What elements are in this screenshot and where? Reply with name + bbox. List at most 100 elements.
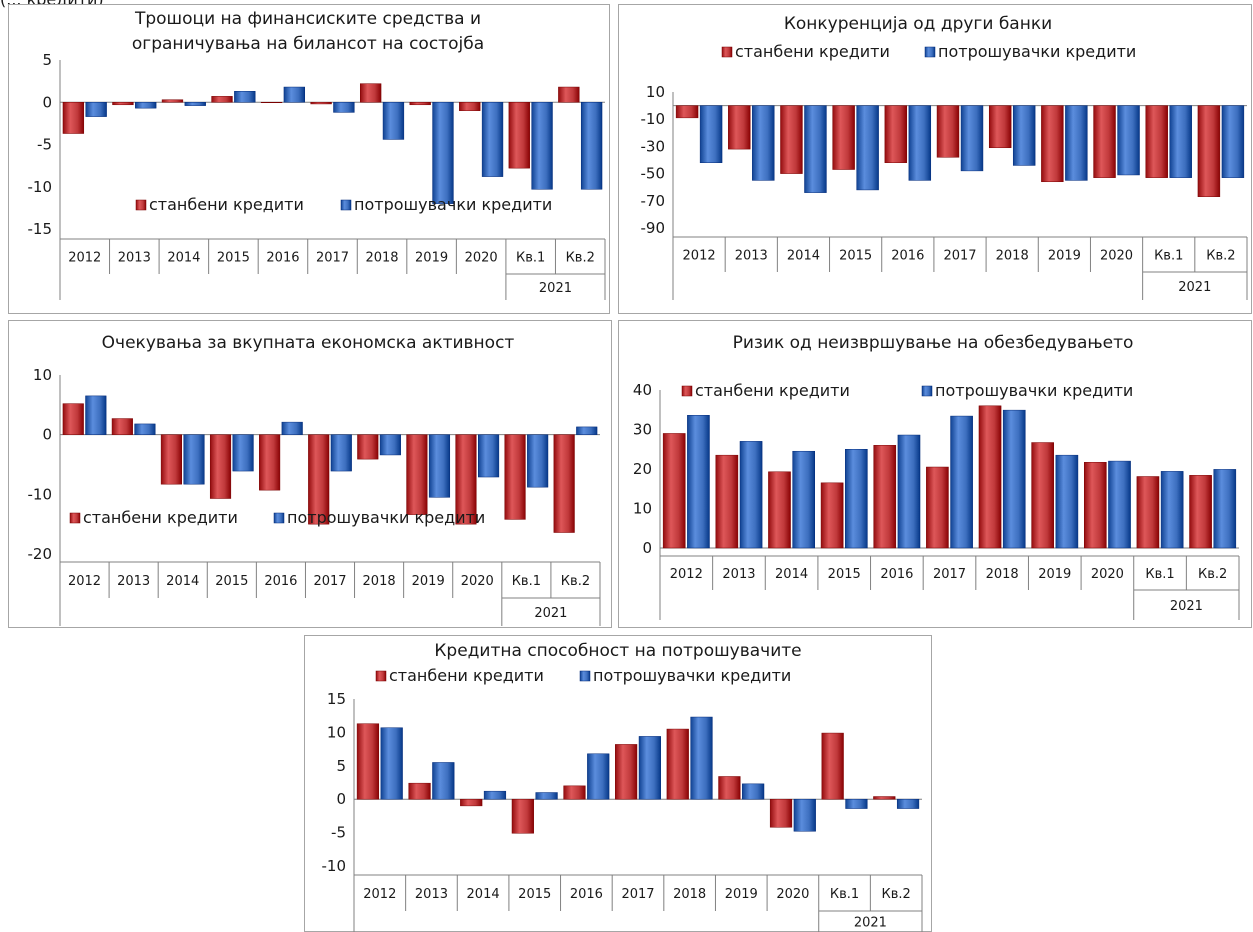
y-tick-label: 15 <box>327 690 346 708</box>
x-tick-label: 2014 <box>467 887 500 902</box>
bar-consumer: Кв.2: 1.3 <box>576 426 598 435</box>
bar-consumer: 2012: 10.7 <box>380 727 403 800</box>
x-group-label: 2021 <box>1178 280 1211 295</box>
y-tick-label: 40 <box>633 381 652 399</box>
y-tick-label: 10 <box>327 723 346 741</box>
bar-consumer: 2018: -4.4 <box>382 102 405 140</box>
bar-consumer: 2020: -7.1 <box>478 434 500 478</box>
x-tick-label: 2020 <box>776 887 809 902</box>
y-tick-label: 10 <box>646 83 665 101</box>
bar-consumer: 2016: 6.8 <box>587 753 610 800</box>
chart-svg: Очекувања за вкупната економска активнос… <box>8 320 612 628</box>
x-tick-label: 2020 <box>1100 249 1133 264</box>
bar-consumer: 2015: -62 <box>856 105 879 191</box>
y-tick-label: 10 <box>633 500 652 518</box>
bar-housing: 2020: -15 <box>455 434 477 525</box>
legend-swatch-housing <box>135 199 147 211</box>
bar-housing: 2015: 0.7 <box>211 96 233 103</box>
bar-housing: 2016: 26 <box>873 445 897 549</box>
bar-consumer: 2015: 25 <box>845 449 868 549</box>
x-tick-label: 2020 <box>465 251 498 266</box>
bar-housing: 2013: 23.5 <box>715 454 739 549</box>
bar-housing: 2018: 10.5 <box>666 728 689 800</box>
x-tick-label: Кв.2 <box>882 887 911 902</box>
bar-housing: 2017: 8.2 <box>615 744 638 800</box>
chart-financial-costs: Трошоци на финансиските средства и ограни… <box>8 4 610 314</box>
y-tick-label: -15 <box>28 220 53 238</box>
legend-label-consumer: потрошувачки кредити <box>287 508 485 527</box>
legend-label-housing: станбени кредити <box>149 195 304 214</box>
bar-consumer: 2019: -10.5 <box>428 434 451 498</box>
x-tick-label: 2012 <box>670 567 703 582</box>
chart-svg: Ризик од неизвршување на обезбедувањето 4… <box>618 320 1252 628</box>
x-tick-label: 2017 <box>621 887 654 902</box>
bar-housing: 2018: -4.1 <box>357 434 379 460</box>
bar-consumer: 2015: -6.1 <box>232 434 254 472</box>
x-tick-label: 2013 <box>118 251 151 266</box>
bar-consumer: 2013: 27 <box>739 441 763 549</box>
x-tick-label: 2016 <box>264 574 297 589</box>
chart-title: Трошоци на финансиските средства и <box>134 9 481 29</box>
bar-consumer: Кв.2: -53 <box>1221 105 1245 178</box>
legend-swatch-consumer <box>273 512 285 524</box>
x-tick-label: 2018 <box>363 574 396 589</box>
bar-housing: 2014: -1 <box>460 798 483 807</box>
y-tick-label: 30 <box>633 421 652 439</box>
y-tick-label: -70 <box>641 192 666 210</box>
x-tick-label: 2019 <box>412 574 445 589</box>
x-tick-label: 2017 <box>316 251 349 266</box>
x-group-label: 2021 <box>1170 599 1203 614</box>
x-tick-label: 2013 <box>722 567 755 582</box>
x-tick-label: 2019 <box>415 251 448 266</box>
y-tick-label: -5 <box>37 136 52 154</box>
bar-housing: 2012: 11.3 <box>356 723 380 800</box>
bar-consumer: 2013: 1.8 <box>134 423 156 435</box>
bar-housing: 2018: -31 <box>988 105 1012 149</box>
legend-swatch-housing <box>721 46 733 58</box>
bar-housing: 2014: 19.3 <box>768 471 791 549</box>
bar-consumer: 2012: 33.6 <box>687 415 710 549</box>
chart-economic-activity: Очекувања за вкупната економска активнос… <box>8 320 612 628</box>
legend-label-housing: станбени кредити <box>735 42 890 61</box>
bar-consumer: 2015: 1 <box>535 792 558 800</box>
x-tick-label: 2020 <box>1091 567 1124 582</box>
bar-consumer: Кв.2: 19.9 <box>1213 469 1237 549</box>
x-tick-label: Кв.1 <box>1145 567 1174 582</box>
legend-label-consumer: потрошувачки кредити <box>593 666 791 685</box>
x-tick-label: 2013 <box>117 574 150 589</box>
chart-title: Ризик од неизвршување на обезбедувањето <box>733 333 1134 353</box>
bar-housing: 2013: -32 <box>728 105 751 150</box>
x-tick-label: Кв.1 <box>830 887 859 902</box>
bar-consumer: 2020: -51 <box>1117 105 1140 176</box>
bar-housing: Кв.1: -7.8 <box>508 102 530 169</box>
bar-housing: 2017: -0.2 <box>310 102 332 105</box>
bar-housing: Кв.2: -67 <box>1197 105 1221 197</box>
bar-consumer: 2018: -3.4 <box>379 434 401 456</box>
x-tick-label: 2016 <box>891 249 924 264</box>
bar-housing: 2019: 3.4 <box>718 776 741 800</box>
chart-collateral-risk: Ризик од неизвршување на обезбедувањето 4… <box>618 320 1252 628</box>
bar-consumer: Кв.1: -10.3 <box>531 102 553 190</box>
bar-consumer: 2017: 9.4 <box>638 736 661 800</box>
bar-housing: 2014: -8.3 <box>160 434 182 485</box>
x-tick-label: 2015 <box>828 567 861 582</box>
bar-housing: 2017: -38 <box>936 105 960 158</box>
x-tick-label: Кв.1 <box>1154 249 1183 264</box>
bar-consumer: 2014: 24.5 <box>792 450 816 549</box>
bar-housing: Кв.2: 1.8 <box>558 86 580 103</box>
x-tick-label: 2019 <box>1038 567 1071 582</box>
y-tick-label: 0 <box>642 539 652 557</box>
bar-housing: 2013: 2.7 <box>111 418 133 435</box>
chart-svg: Трошоци на финансиските средства и ограни… <box>8 4 610 314</box>
x-group-label: 2021 <box>854 916 887 931</box>
legend-swatch-housing <box>69 512 81 524</box>
chart-title: Конкуренција од други банки <box>784 14 1052 34</box>
legend-swatch-housing <box>681 385 693 397</box>
bar-consumer: 2020: 22 <box>1108 460 1131 549</box>
bar-housing: 2018: 36 <box>978 405 1002 549</box>
x-tick-label: 2015 <box>215 574 248 589</box>
legend-swatch-housing <box>375 670 387 682</box>
y-tick-label: 20 <box>633 460 652 478</box>
y-tick-label: 10 <box>33 366 52 384</box>
y-tick-label: -5 <box>331 824 346 842</box>
